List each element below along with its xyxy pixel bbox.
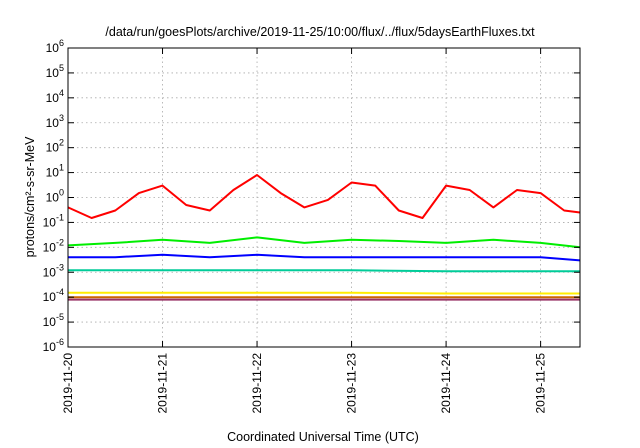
y-tick-label: 10-6 bbox=[43, 337, 64, 354]
series-layer bbox=[67, 174, 581, 301]
x-axis: 2019-11-20 2019-11-21 2019-11-22 2019-11-23… bbox=[61, 48, 548, 414]
y-tick-label: 10-1 bbox=[43, 212, 64, 229]
x-tick-label: 2019-11-22 bbox=[250, 353, 264, 414]
x-tick-label: 2019-11-21 bbox=[156, 353, 170, 414]
y-tick-label: 10-4 bbox=[43, 287, 64, 304]
chart-title: /data/run/goesPlots/archive/2019-11-25/1… bbox=[105, 25, 535, 39]
series-line bbox=[68, 253, 581, 262]
y-tick-label: 105 bbox=[46, 63, 64, 80]
x-tick-label: 2019-11-23 bbox=[345, 353, 359, 414]
grid-lines bbox=[67, 48, 580, 347]
series-line bbox=[67, 236, 581, 249]
x-tick-label: 2019-11-20 bbox=[61, 353, 75, 414]
y-tick-label: 10-5 bbox=[43, 312, 64, 329]
y-tick-label: 102 bbox=[46, 138, 64, 155]
y-tick-label: 10-3 bbox=[43, 262, 64, 279]
x-tick-label: 2019-11-25 bbox=[534, 353, 548, 414]
series-line bbox=[68, 291, 580, 295]
y-axis-label: protons/cm²-s-sr-MeV bbox=[23, 136, 37, 258]
y-tick-label: 10-2 bbox=[43, 237, 64, 254]
x-tick-label: 2019-11-24 bbox=[439, 353, 453, 414]
series-line bbox=[67, 174, 581, 219]
y-tick-label: 101 bbox=[46, 163, 64, 180]
y-tick-label: 100 bbox=[46, 188, 64, 205]
y-tick-label: 106 bbox=[46, 38, 64, 55]
series-line bbox=[68, 269, 580, 273]
y-tick-label: 103 bbox=[46, 113, 64, 130]
x-axis-label: Coordinated Universal Time (UTC) bbox=[227, 430, 419, 444]
y-tick-label: 104 bbox=[46, 88, 64, 105]
y-axis: 10-6 10-5 10-4 10-3 10-2 10-1 100 101 102 103 104 1… bbox=[43, 38, 580, 354]
